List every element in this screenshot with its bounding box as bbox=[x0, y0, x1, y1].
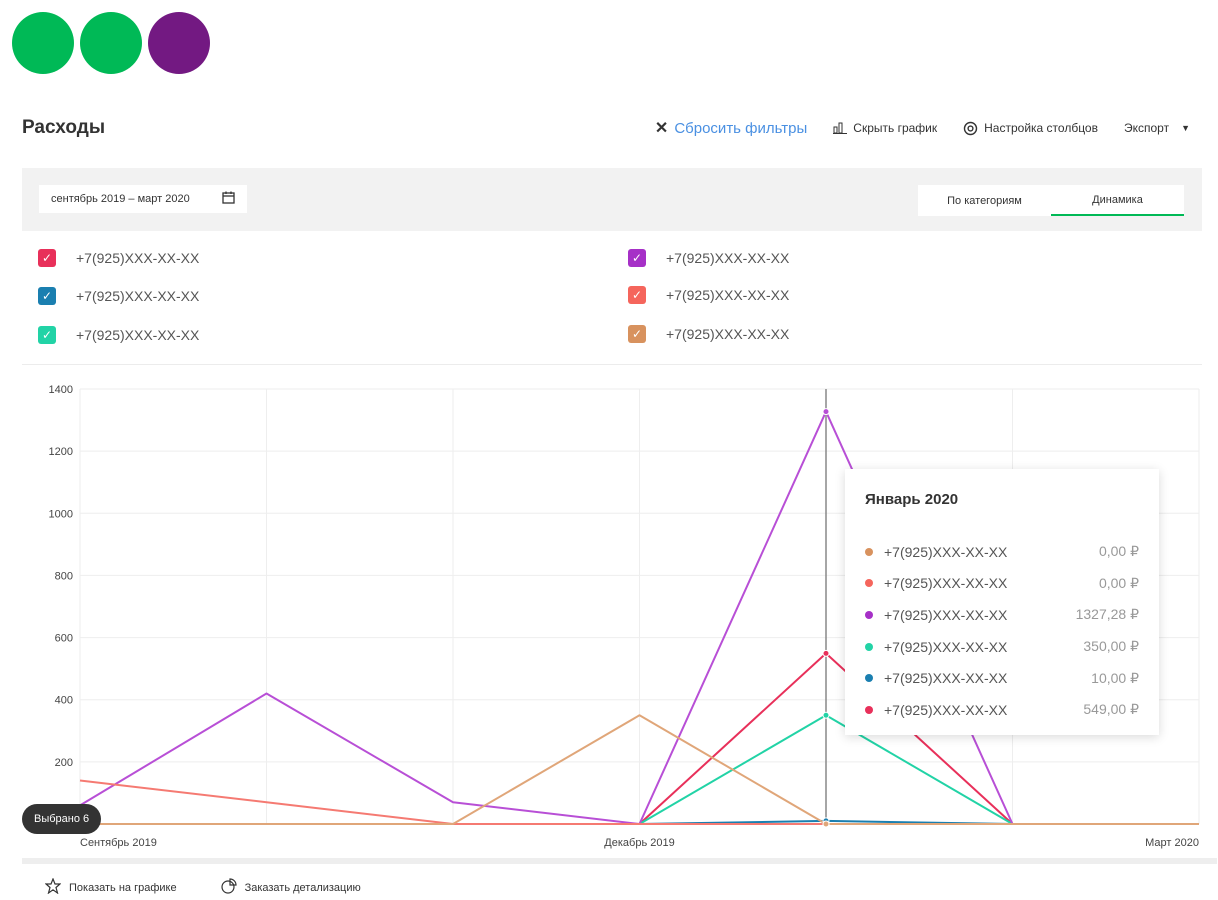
series-dot bbox=[865, 674, 873, 683]
checkbox-checked-icon[interactable]: ✓ bbox=[628, 325, 646, 343]
tooltip-row-label: +7(925)XXX-XX-XX bbox=[884, 543, 1008, 560]
tooltip-row-label: +7(925)XXX-XX-XX bbox=[884, 575, 1008, 592]
series-dot bbox=[865, 610, 873, 619]
tooltip-row: +7(925)XXX-XX-XX 10,00 ₽ bbox=[865, 662, 1139, 694]
toolbar: ✕ Сбросить фильтры Скрыть график Настрой… bbox=[655, 118, 1190, 138]
y-tick-label: 1400 bbox=[49, 384, 73, 396]
hide-chart-label: Скрыть график bbox=[853, 121, 938, 135]
tooltip-title: Январь 2020 bbox=[865, 491, 959, 508]
footer-actions: Показать на графике Заказать детализацию bbox=[44, 877, 405, 897]
y-tick-label: 1200 bbox=[49, 446, 73, 458]
legend-item[interactable]: ✓ +7(925)XXX-XX-XX bbox=[38, 249, 199, 267]
series-dot bbox=[865, 642, 873, 651]
series-point bbox=[822, 408, 830, 416]
column-settings-label: Настройка столбцов bbox=[984, 121, 1098, 135]
caret-down-icon: ▼ bbox=[1181, 123, 1190, 133]
date-range-value: сентябрь 2019 – март 2020 bbox=[51, 193, 190, 205]
legend-item[interactable]: ✓ +7(925)XXX-XX-XX bbox=[38, 287, 199, 305]
tooltip-row-value: 350,00 ₽ bbox=[1083, 638, 1139, 655]
series-legend: ✓ +7(925)XXX-XX-XX ✓ +7(925)XXX-XX-XX ✓ … bbox=[38, 247, 838, 352]
chart-icon bbox=[833, 122, 848, 134]
legend-label: +7(925)XXX-XX-XX bbox=[76, 250, 200, 266]
view-tabs: По категориям Динамика bbox=[918, 185, 1184, 216]
logo-circle-1 bbox=[12, 12, 74, 74]
legend-item[interactable]: ✓ +7(925)XXX-XX-XX bbox=[628, 325, 789, 343]
reset-filters-button[interactable]: ✕ Сбросить фильтры bbox=[655, 118, 807, 138]
legend-label: +7(925)XXX-XX-XX bbox=[76, 288, 200, 304]
tooltip-row-value: 1327,28 ₽ bbox=[1075, 606, 1139, 623]
tooltip-row: +7(925)XXX-XX-XX 0,00 ₽ bbox=[865, 568, 1139, 600]
legend-item[interactable]: ✓ +7(925)XXX-XX-XX bbox=[38, 326, 199, 344]
x-tick-label: Март 2020 bbox=[1145, 837, 1199, 849]
tooltip-row-label: +7(925)XXX-XX-XX bbox=[884, 638, 1008, 655]
logo-circle-2 bbox=[80, 12, 142, 74]
y-tick-label: 600 bbox=[55, 633, 73, 645]
tooltip-row-label: +7(925)XXX-XX-XX bbox=[884, 670, 1008, 687]
tooltip-row: +7(925)XXX-XX-XX 1327,28 ₽ bbox=[865, 599, 1139, 631]
y-tick-label: 200 bbox=[55, 757, 73, 769]
checkbox-checked-icon[interactable]: ✓ bbox=[628, 249, 646, 267]
show-on-chart-button[interactable]: Показать на графике bbox=[44, 877, 177, 897]
tooltip-row: +7(925)XXX-XX-XX 350,00 ₽ bbox=[865, 631, 1139, 663]
legend-item[interactable]: ✓ +7(925)XXX-XX-XX bbox=[628, 249, 789, 267]
close-icon: ✕ bbox=[654, 120, 669, 137]
legend-item[interactable]: ✓ +7(925)XXX-XX-XX bbox=[628, 286, 789, 304]
series-point bbox=[822, 649, 830, 657]
checkbox-checked-icon[interactable]: ✓ bbox=[38, 287, 56, 305]
series-dot bbox=[865, 547, 873, 556]
checkbox-checked-icon[interactable]: ✓ bbox=[38, 249, 56, 267]
tooltip-row-value: 549,00 ₽ bbox=[1083, 701, 1139, 718]
brand-logo bbox=[12, 12, 210, 74]
tooltip-row: +7(925)XXX-XX-XX 549,00 ₽ bbox=[865, 694, 1139, 726]
series-dot bbox=[865, 705, 873, 714]
selected-count-badge: Выбрано 6 bbox=[22, 804, 102, 834]
y-tick-label: 400 bbox=[55, 695, 73, 707]
y-tick-label: 800 bbox=[55, 570, 73, 582]
gear-icon bbox=[963, 121, 978, 136]
tooltip-row: +7(925)XXX-XX-XX 0,00 ₽ bbox=[865, 536, 1139, 568]
series-point bbox=[822, 820, 830, 828]
pie-chart-icon bbox=[220, 878, 237, 897]
calendar-icon bbox=[222, 191, 235, 207]
reset-filters-label: Сбросить фильтры bbox=[674, 119, 808, 137]
tab-dynamics[interactable]: Динамика bbox=[1051, 185, 1184, 216]
order-details-button[interactable]: Заказать детализацию bbox=[220, 878, 361, 897]
tooltip-row-label: +7(925)XXX-XX-XX bbox=[884, 606, 1008, 623]
star-icon bbox=[44, 877, 62, 897]
tooltip-row-value: 0,00 ₽ bbox=[1098, 543, 1139, 560]
legend-label: +7(925)XXX-XX-XX bbox=[666, 326, 790, 342]
tooltip-row-value: 10,00 ₽ bbox=[1091, 669, 1139, 686]
tab-by-category[interactable]: По категориям bbox=[947, 194, 1022, 207]
checkbox-checked-icon[interactable]: ✓ bbox=[38, 326, 56, 344]
y-tick-label: 1000 bbox=[49, 508, 73, 520]
column-settings-button[interactable]: Настройка столбцов bbox=[963, 121, 1098, 136]
chart-tooltip: Январь 2020 +7(925)XXX-XX-XX 0,00 ₽ +7(9… bbox=[845, 469, 1159, 735]
legend-label: +7(925)XXX-XX-XX bbox=[76, 327, 200, 343]
x-tick-label: Декабрь 2019 bbox=[604, 837, 674, 849]
tooltip-row-label: +7(925)XXX-XX-XX bbox=[884, 701, 1008, 718]
checkbox-checked-icon[interactable]: ✓ bbox=[628, 286, 646, 304]
order-details-label: Заказать детализацию bbox=[244, 881, 361, 894]
logo-circle-3 bbox=[148, 12, 210, 74]
divider bbox=[22, 364, 1202, 365]
footer-divider bbox=[22, 858, 1217, 864]
show-on-chart-label: Показать на графике bbox=[69, 881, 177, 894]
series-line bbox=[80, 714, 1199, 825]
hide-chart-button[interactable]: Скрыть график bbox=[833, 121, 937, 135]
date-range-picker[interactable]: сентябрь 2019 – март 2020 bbox=[39, 185, 247, 213]
legend-label: +7(925)XXX-XX-XX bbox=[666, 287, 790, 303]
export-label: Экспорт bbox=[1123, 121, 1170, 135]
tooltip-row-value: 0,00 ₽ bbox=[1098, 574, 1139, 591]
page-title: Расходы bbox=[22, 117, 106, 138]
series-dot bbox=[865, 579, 873, 588]
series-point bbox=[822, 711, 830, 719]
x-tick-label: Сентябрь 2019 bbox=[80, 837, 157, 849]
filter-bar: сентябрь 2019 – март 2020 По категориям … bbox=[22, 168, 1202, 231]
legend-label: +7(925)XXX-XX-XX bbox=[666, 250, 790, 266]
export-dropdown[interactable]: Экспорт ▼ bbox=[1124, 121, 1190, 135]
